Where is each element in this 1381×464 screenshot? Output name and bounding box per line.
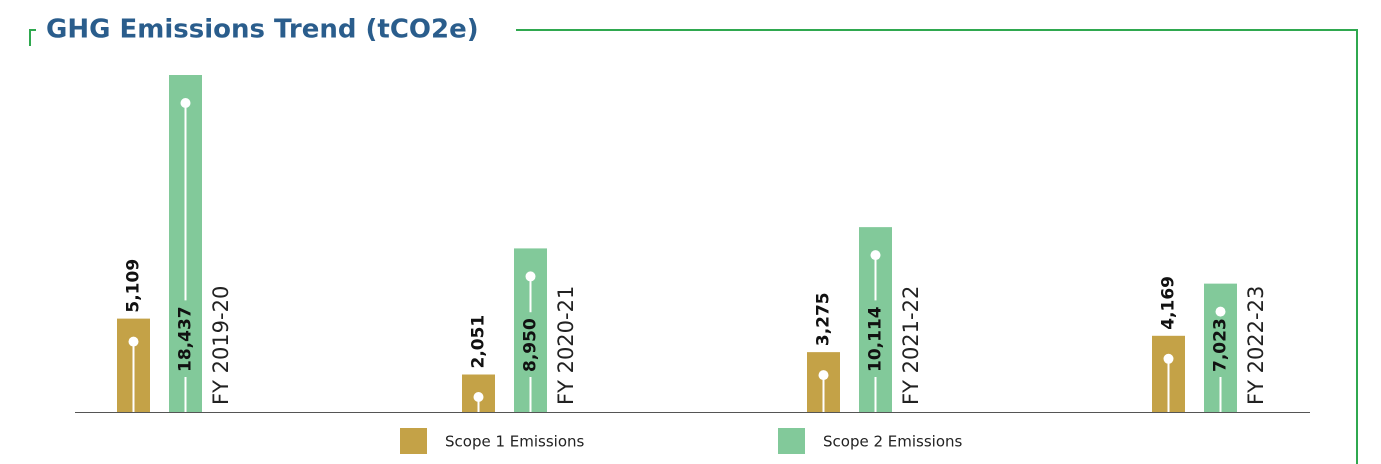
value-label: 5,109 [124, 259, 144, 313]
chart-title: GHG Emissions Trend (tCO2e) [46, 15, 479, 45]
pin-dot [180, 98, 191, 108]
pin-dot [818, 370, 829, 381]
value-label: 18,437 [176, 306, 196, 372]
legend-label: Scope 1 Emissions [445, 433, 585, 451]
pin-dot [128, 336, 139, 347]
value-label: 2,051 [469, 315, 489, 369]
legend-swatch [400, 428, 427, 454]
legend-swatch [778, 428, 805, 454]
legend-label: Scope 2 Emissions [823, 433, 963, 451]
value-label: 10,114 [866, 306, 886, 372]
frame [29, 29, 1358, 464]
pin-dot [473, 392, 484, 403]
category-label: FY 2022-23 [1244, 286, 1268, 405]
category-label: FY 2021-22 [899, 286, 923, 405]
value-label: 7,023 [1211, 318, 1231, 372]
value-label: 4,169 [1159, 276, 1179, 330]
category-label: FY 2020-21 [554, 286, 578, 405]
pin-dot [1215, 306, 1226, 317]
value-label: 8,950 [521, 318, 541, 372]
pin-dot [525, 271, 536, 282]
pin-dot [1163, 353, 1174, 364]
category-label: FY 2019-20 [209, 286, 233, 405]
value-label: 3,275 [814, 292, 834, 346]
pin-dot [870, 250, 881, 261]
